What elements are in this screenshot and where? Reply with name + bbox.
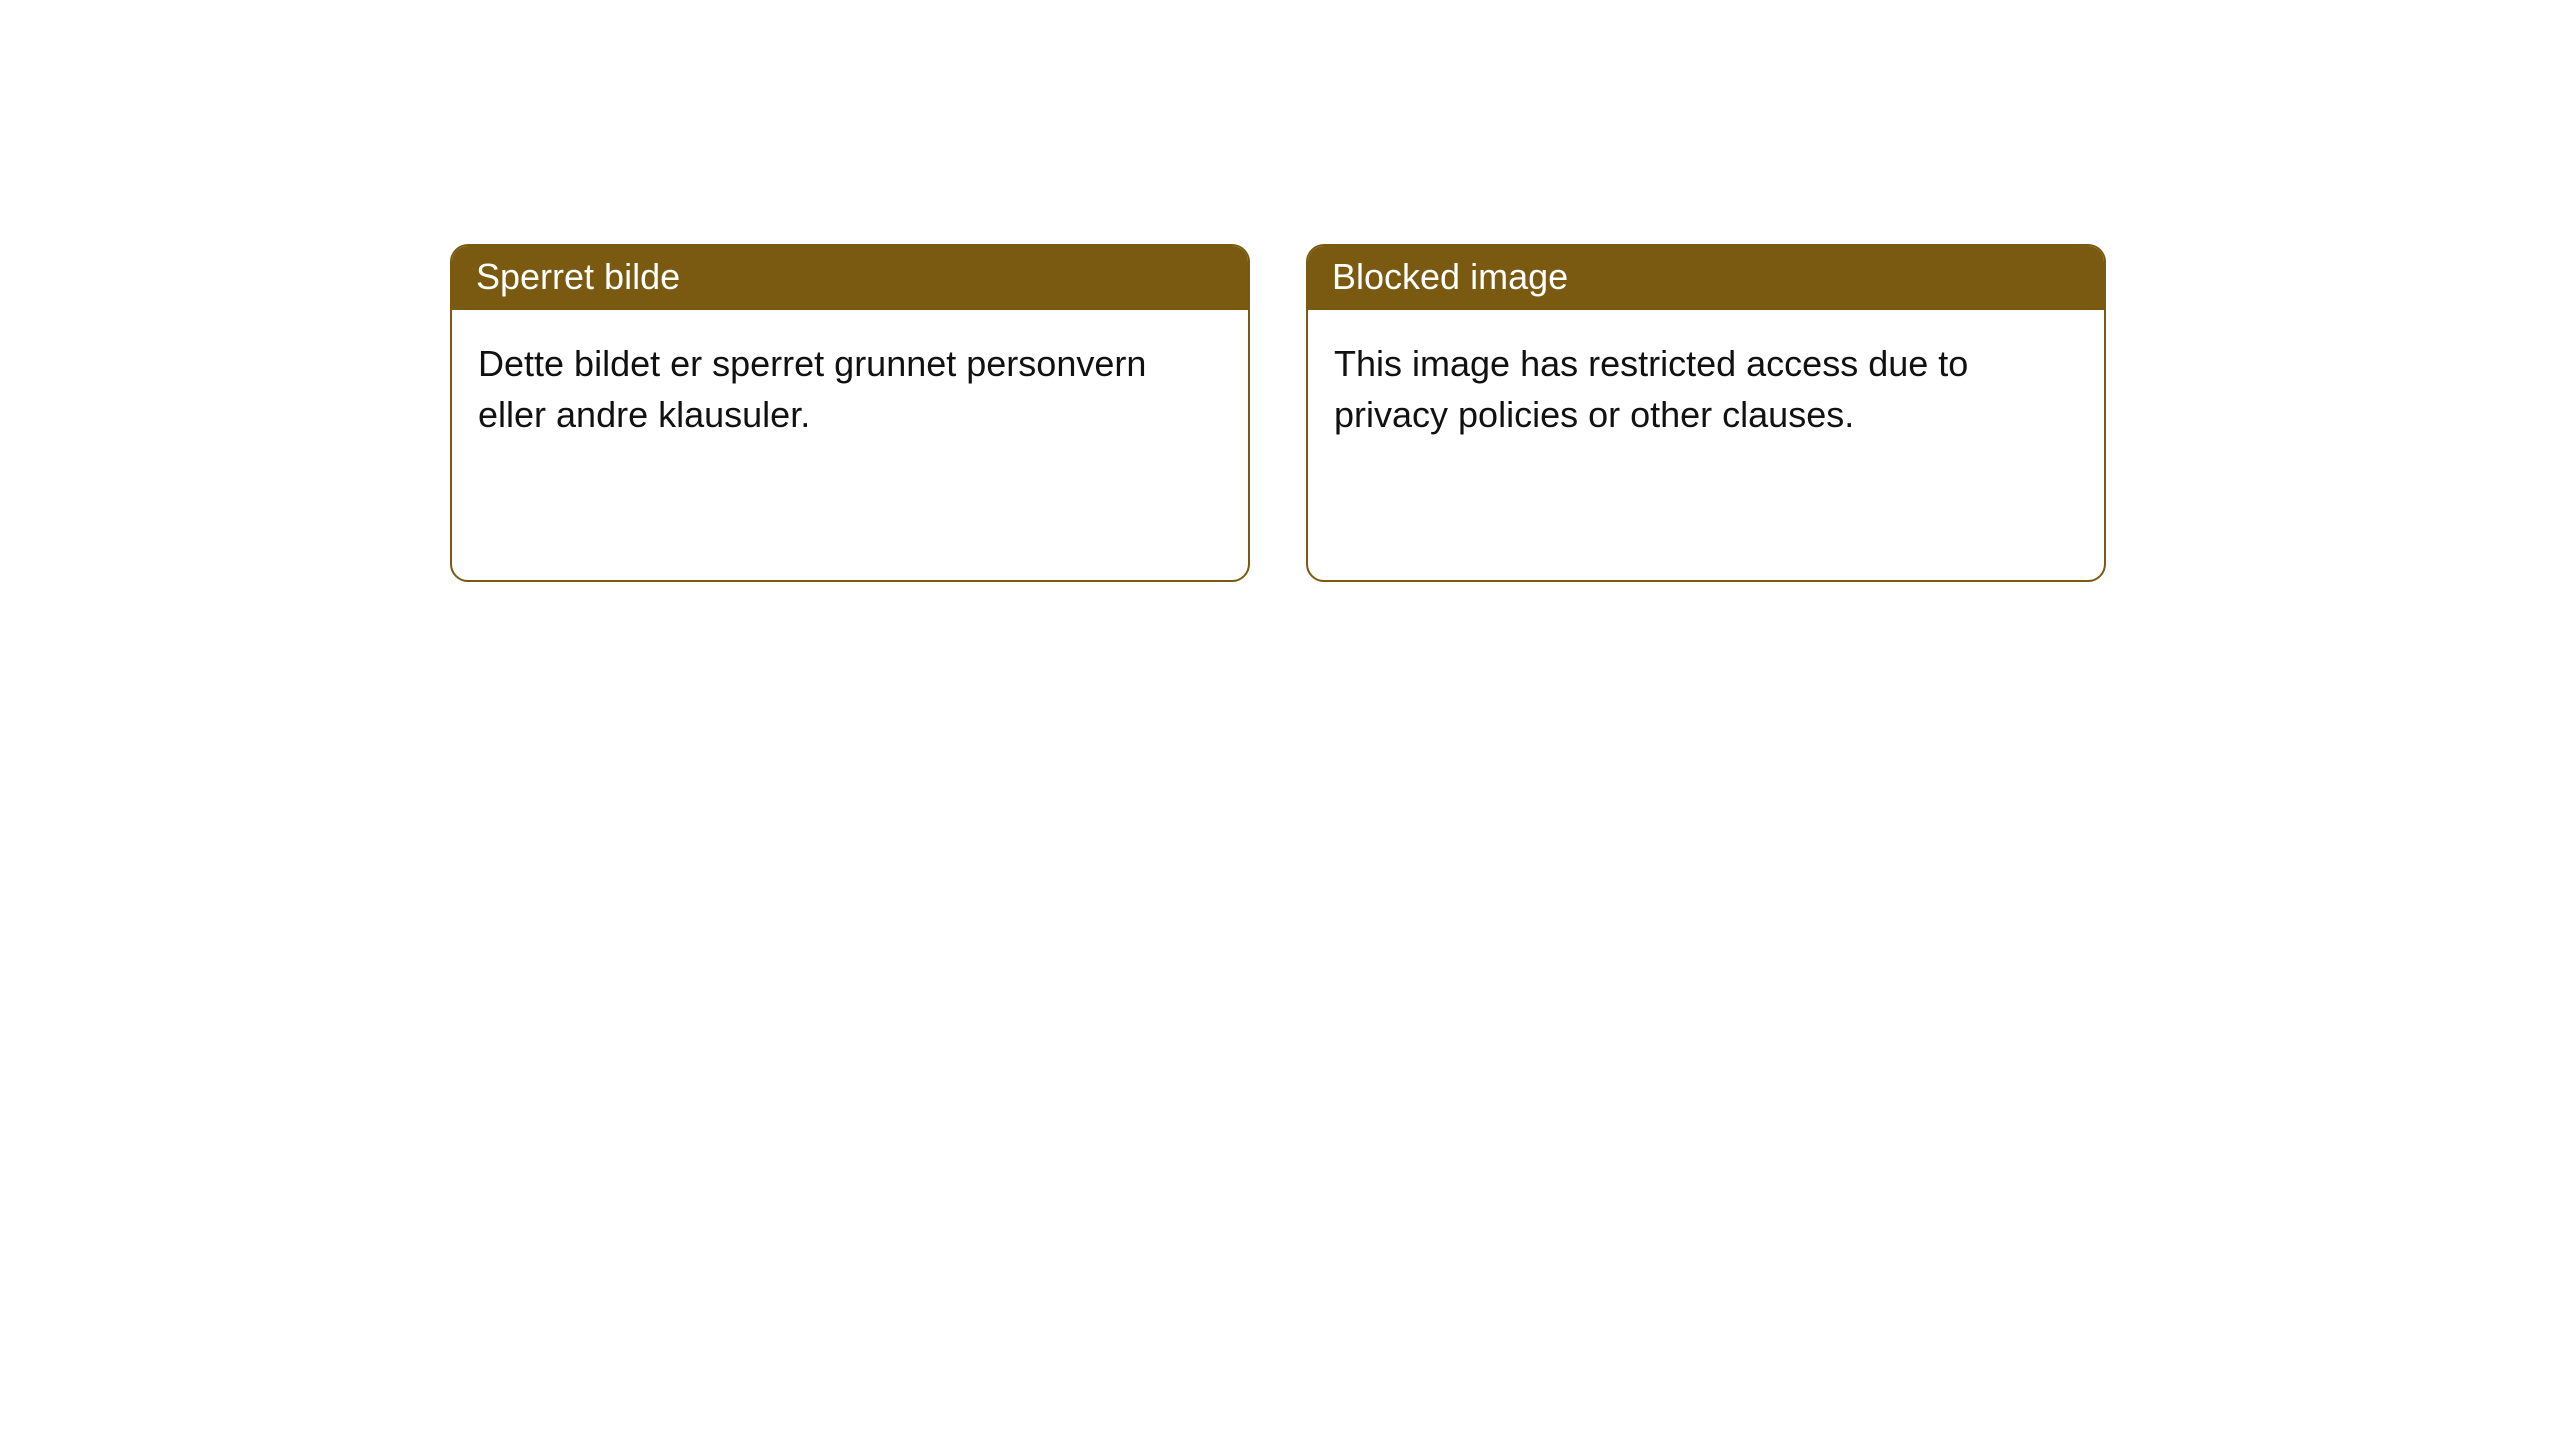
notice-body-norwegian: Dette bildet er sperret grunnet personve… [452,310,1248,580]
notice-card-norwegian: Sperret bilde Dette bildet er sperret gr… [450,244,1250,582]
notice-header-norwegian: Sperret bilde [452,246,1248,310]
notice-container: Sperret bilde Dette bildet er sperret gr… [0,0,2560,582]
notice-body-english: This image has restricted access due to … [1308,310,2104,580]
notice-header-english: Blocked image [1308,246,2104,310]
notice-card-english: Blocked image This image has restricted … [1306,244,2106,582]
